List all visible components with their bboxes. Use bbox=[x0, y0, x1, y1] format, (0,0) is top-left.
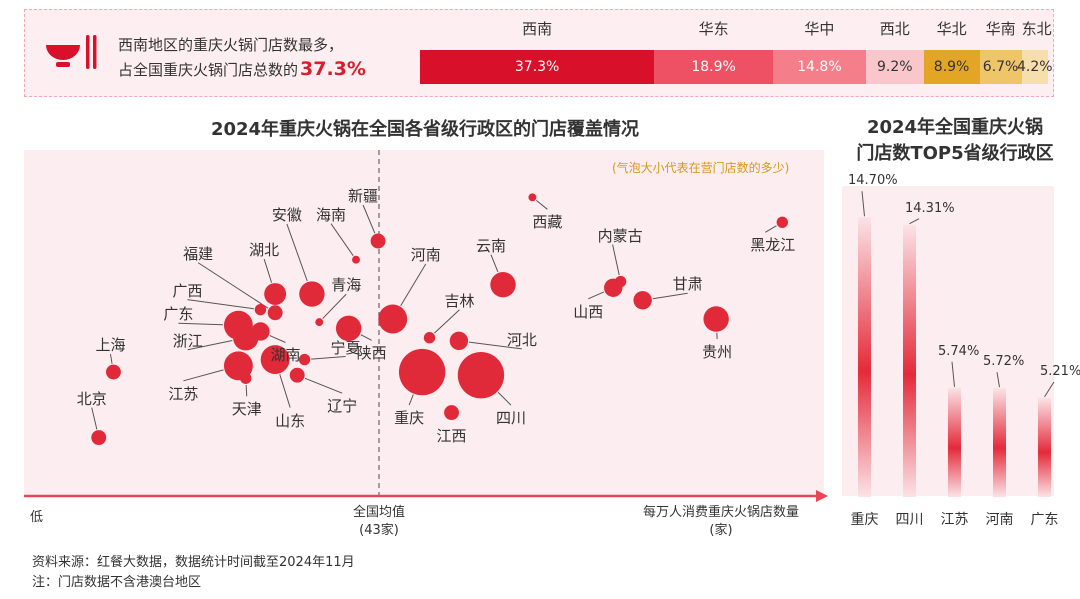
bubble-label-15: 陕西 bbox=[356, 344, 387, 363]
share-region-label-4: 华北 bbox=[936, 20, 967, 38]
top5-value-label-3: 5.72% bbox=[983, 354, 1025, 370]
headline-line-2: 占全国重庆火锅门店总数的 37.3% bbox=[118, 58, 366, 80]
average-label-line-1: 全国均值 bbox=[352, 505, 405, 520]
top5-category-label-4: 广东 bbox=[1030, 512, 1059, 528]
top5-chart-title: 2024年全国重庆火锅 门店数TOP5省级行政区 bbox=[840, 115, 1070, 167]
bubble-label-19: 吉林 bbox=[444, 291, 475, 310]
bubble-label-6: 天津 bbox=[231, 400, 262, 419]
bubble-label-5: 江苏 bbox=[168, 384, 199, 403]
bubble-label-4: 浙江 bbox=[172, 331, 203, 350]
bubble-label-30: 黑龙江 bbox=[750, 236, 796, 255]
share-region-label-0: 西南 bbox=[522, 20, 553, 38]
bubble-label-29: 贵州 bbox=[702, 343, 733, 361]
x-axis-low-label: 低 bbox=[30, 510, 44, 525]
x-axis-title-line-1: 每万人消费重庆火锅店数量 bbox=[642, 505, 799, 520]
bubble-label-13: 宁夏 bbox=[330, 338, 361, 357]
bubble-chart-title: 2024年重庆火锅在全国各省级行政区的门店覆盖情况 bbox=[210, 119, 640, 140]
top5-value-label-4: 5.21% bbox=[1040, 363, 1080, 379]
share-segment-0: 37.3% bbox=[420, 50, 655, 84]
bubble-label-0: 北京 bbox=[76, 389, 107, 408]
bubble-label-16: 海南 bbox=[316, 205, 347, 224]
bubble-label-21: 四川 bbox=[495, 409, 526, 428]
bubble-label-1: 上海 bbox=[95, 336, 126, 355]
top5-value-label-2: 5.74% bbox=[938, 343, 980, 359]
share-segment-5: 6.7% bbox=[979, 50, 1022, 84]
bubble-label-18: 河南 bbox=[410, 246, 441, 264]
average-label-line-2: (43家) bbox=[359, 523, 399, 538]
bubble-label-23: 河北 bbox=[506, 330, 537, 349]
share-region-label-2: 华中 bbox=[804, 20, 835, 38]
top5-category-label-3: 河南 bbox=[985, 512, 1014, 528]
bubble-label-8: 湖北 bbox=[249, 241, 280, 260]
hotpot-bowl-icon bbox=[46, 35, 97, 69]
bubble-chart-panel bbox=[24, 150, 824, 495]
bubble-label-2: 广西 bbox=[172, 281, 203, 300]
bubble-label-26: 山西 bbox=[573, 302, 604, 321]
headline-line-1: 西南地区的重庆火锅门店数最多， bbox=[118, 36, 344, 54]
top5-title-line-2: 门店数TOP5省级行政区 bbox=[856, 143, 1054, 164]
bubble-label-25: 西藏 bbox=[532, 213, 563, 232]
bubble-label-17: 新疆 bbox=[348, 187, 379, 205]
bubble-label-22: 江西 bbox=[436, 426, 467, 445]
headline-prefix: 占全国重庆火锅门店总数的 bbox=[118, 61, 299, 79]
share-region-label-5: 华南 bbox=[985, 20, 1016, 38]
bubble-label-20: 重庆 bbox=[394, 409, 425, 428]
top5-category-label-2: 江苏 bbox=[940, 512, 969, 528]
bubble-label-7: 湖南 bbox=[270, 346, 301, 365]
top5-value-label-1: 14.31% bbox=[905, 200, 955, 216]
bubble-label-24: 云南 bbox=[476, 236, 507, 255]
x-axis-title: 每万人消费重庆火锅店数量 (家) bbox=[616, 504, 826, 540]
share-segment-1: 18.9% bbox=[654, 50, 773, 84]
share-segment-4: 8.9% bbox=[923, 50, 980, 84]
share-region-label-6: 东北 bbox=[1021, 20, 1052, 38]
top5-title-line-1: 2024年全国重庆火锅 bbox=[866, 117, 1044, 138]
top5-value-label-0: 14.70% bbox=[848, 173, 898, 189]
share-segment-6: 4.2% bbox=[1017, 50, 1053, 84]
bubble-label-11: 山东 bbox=[275, 411, 306, 430]
footnote: 注：门店数据不含港澳台地区 bbox=[32, 575, 202, 590]
x-axis-title-line-2: (家) bbox=[709, 523, 733, 538]
bubble-label-28: 甘肃 bbox=[672, 275, 703, 294]
bubble-label-10: 安徽 bbox=[271, 206, 302, 225]
top5-category-label-1: 四川 bbox=[895, 512, 924, 528]
share-segment-2: 14.8% bbox=[772, 50, 866, 84]
share-region-label-3: 西北 bbox=[879, 20, 910, 38]
bubble-label-12: 辽宁 bbox=[327, 397, 358, 416]
x-axis-average-label: 全国均值 (43家) bbox=[330, 504, 428, 540]
headline-share-value: 37.3% bbox=[300, 58, 366, 80]
share-region-label-1: 华东 bbox=[698, 20, 729, 38]
top5-chart-panel bbox=[842, 186, 1054, 496]
data-source: 资料来源：红餐大数据，数据统计时间截至2024年11月 bbox=[32, 555, 355, 570]
bubble-label-9: 福建 bbox=[183, 244, 214, 263]
bubble-size-note: (气泡大小代表在营门店数的多少) bbox=[612, 161, 790, 175]
top5-category-label-0: 重庆 bbox=[850, 512, 879, 528]
share-segment-3: 9.2% bbox=[865, 50, 924, 84]
bubble-label-3: 广东 bbox=[163, 305, 194, 324]
bubble-label-27: 内蒙古 bbox=[597, 226, 643, 245]
bubble-label-14: 青海 bbox=[331, 276, 362, 295]
